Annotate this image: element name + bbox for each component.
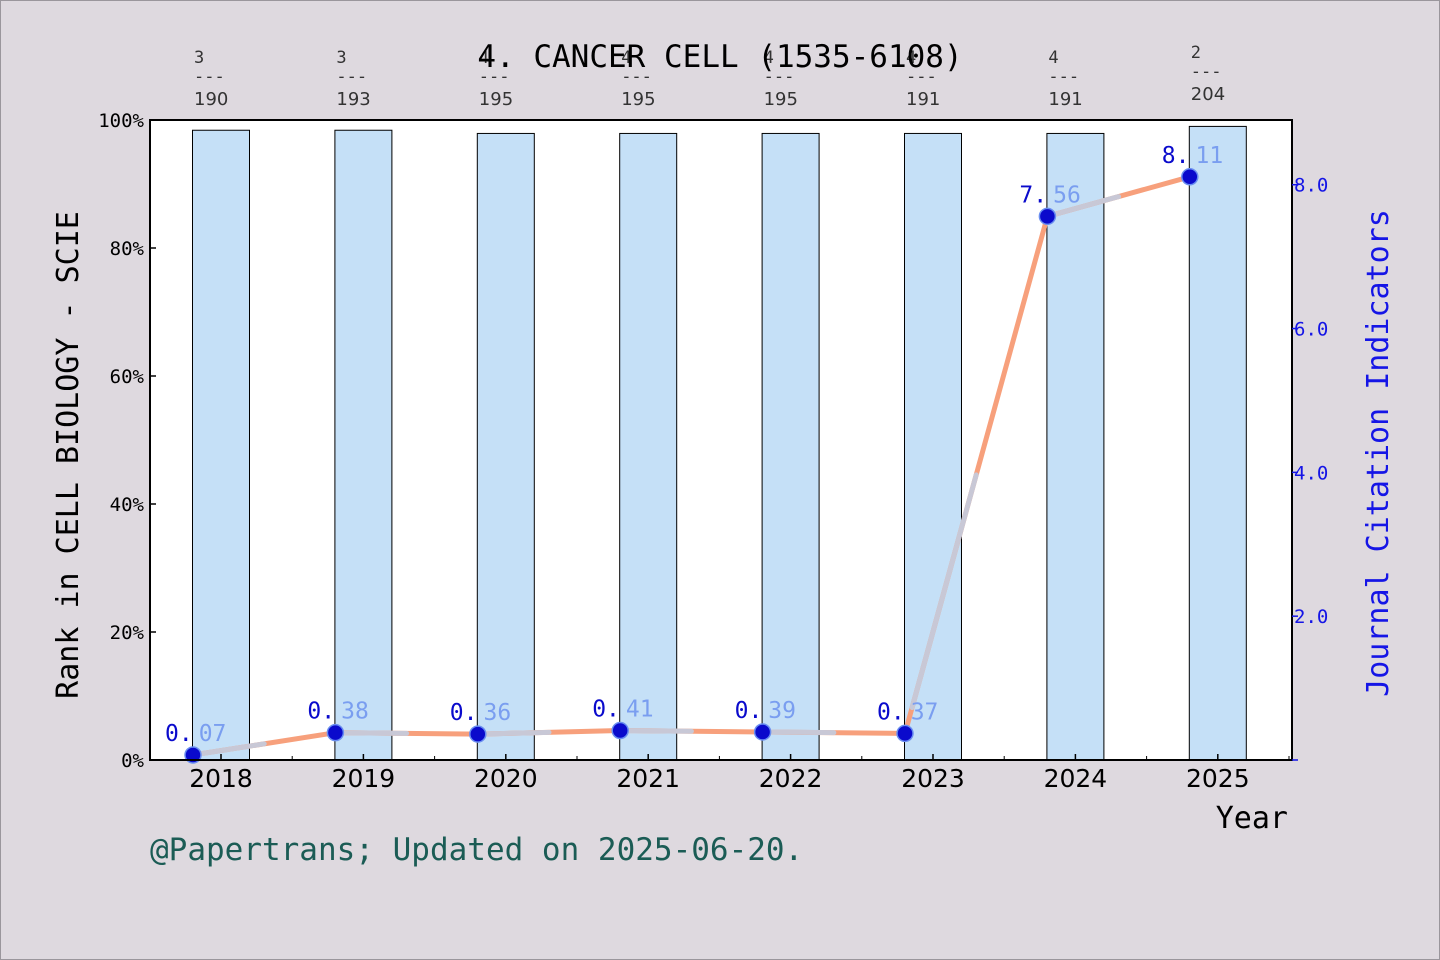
- rank-total: 191: [1048, 89, 1082, 110]
- jci-point-2018: [184, 746, 202, 764]
- rank-position: 4: [621, 48, 631, 68]
- jci-label-2025: 8. 11: [1162, 143, 1223, 169]
- rank-fraction-2019: 3---193: [336, 48, 370, 110]
- jci-line-segment-2020: [482, 729, 552, 737]
- bar-2021: [619, 132, 678, 761]
- x-axis-label: Year: [1216, 801, 1288, 836]
- y-left-tick-80%: 80%: [110, 238, 145, 260]
- bar-2024: [1046, 132, 1105, 761]
- y-left-tick-20%: 20%: [110, 622, 145, 644]
- jci-label-2023: 0. 37: [877, 699, 938, 725]
- rank-total: 195: [621, 89, 655, 110]
- y-axis-left-label: Rank in CELL BIOLOGY - SCIE: [51, 211, 86, 699]
- jci-point-2022: [753, 723, 772, 741]
- rank-fraction-2023: 4---191: [906, 48, 940, 110]
- x-tick-2020: 2020: [474, 764, 538, 793]
- y-right-tick-4.0: 4.0: [1294, 462, 1328, 484]
- jci-line-segment-2018: [197, 741, 267, 757]
- jci-line-segment-2023: [909, 472, 979, 711]
- jci-label-2021: 0. 41: [592, 697, 653, 723]
- jci-line-segment-2024: [1052, 194, 1122, 217]
- jci-label-2022: 0. 39: [735, 698, 796, 724]
- rank-position: 4: [479, 48, 489, 68]
- y-right-tick-8.0: 8.0: [1294, 175, 1328, 197]
- jci-label-2018: 0. 07: [165, 721, 226, 747]
- rank-separator: ---: [1048, 67, 1079, 87]
- rank-separator: ---: [336, 67, 367, 87]
- rank-separator: ---: [1191, 62, 1222, 82]
- jci-line-segment-2022: [767, 729, 837, 736]
- rank-fraction-2021: 4---195: [621, 48, 655, 110]
- rank-fraction-2022: 4---195: [764, 48, 798, 110]
- jci-point-2020: [469, 725, 487, 743]
- bar-2025: [1188, 125, 1247, 761]
- plot-area: [150, 120, 1292, 760]
- bar-2019: [334, 129, 393, 761]
- y-left-tick-100%: 100%: [98, 110, 144, 132]
- jci-line-segment-2019: [340, 730, 410, 736]
- jci-point-2024: [1038, 207, 1057, 226]
- rank-separator: ---: [906, 67, 937, 87]
- x-tick-2022: 2022: [759, 764, 823, 793]
- y-right-tick-6.0: 6.0: [1294, 319, 1328, 341]
- jci-line-segment-2021: [624, 728, 694, 734]
- jci-label-2019: 0. 38: [307, 699, 368, 725]
- x-tick-2018: 2018: [189, 764, 253, 793]
- rank-position: 2: [1191, 43, 1201, 63]
- x-tick-2019: 2019: [332, 764, 396, 793]
- jci-label-2020: 0. 36: [450, 700, 511, 726]
- chart-title: 4. CANCER CELL (1535-6108): [477, 39, 962, 75]
- x-tick-2021: 2021: [616, 764, 680, 793]
- rank-total: 195: [764, 89, 798, 110]
- x-tick-2024: 2024: [1044, 764, 1108, 793]
- jci-point-2021: [611, 721, 629, 740]
- rank-total: 195: [479, 89, 513, 110]
- y-right-tick-2.0: 2.0: [1294, 606, 1328, 628]
- y-left-tick-0%: 0%: [121, 750, 144, 772]
- plot-border: [149, 119, 1293, 761]
- rank-position: 3: [336, 48, 346, 68]
- x-tick-2023: 2023: [901, 764, 965, 793]
- x-tick-2025: 2025: [1186, 764, 1250, 793]
- rank-total: 204: [1191, 84, 1225, 105]
- jci-point-2025: [1181, 168, 1199, 186]
- rank-total: 193: [336, 89, 370, 110]
- rank-position: 3: [194, 48, 204, 68]
- jci-point-2023: [896, 724, 914, 743]
- y-left-tick-40%: 40%: [110, 494, 145, 516]
- footer-credit: @Papertrans; Updated on 2025-06-20.: [150, 832, 804, 868]
- rank-position: 4: [764, 48, 774, 68]
- rank-separator: ---: [764, 67, 795, 87]
- rank-fraction-2025: 2---204: [1191, 43, 1225, 105]
- bar-2018: [192, 129, 250, 761]
- rank-position: 4: [906, 48, 916, 68]
- jci-label-2024: 7. 56: [1019, 182, 1080, 208]
- rank-separator: ---: [621, 67, 652, 87]
- y-axis-right-label: Journal Citation Indicators: [1361, 209, 1396, 697]
- rank-separator: ---: [479, 67, 510, 87]
- rank-total: 190: [194, 89, 228, 110]
- bar-2020: [476, 132, 535, 761]
- rank-fraction-2024: 4---191: [1048, 48, 1082, 110]
- rank-separator: ---: [194, 67, 225, 87]
- y-left-tick-60%: 60%: [110, 366, 145, 388]
- bar-2023: [904, 132, 962, 761]
- rank-position: 4: [1048, 48, 1058, 68]
- rank-fraction-2018: 3---190: [194, 48, 228, 110]
- rank-fraction-2020: 4---195: [479, 48, 513, 110]
- rank-total: 191: [906, 89, 940, 110]
- bar-2022: [761, 132, 820, 761]
- jci-point-2019: [326, 723, 345, 742]
